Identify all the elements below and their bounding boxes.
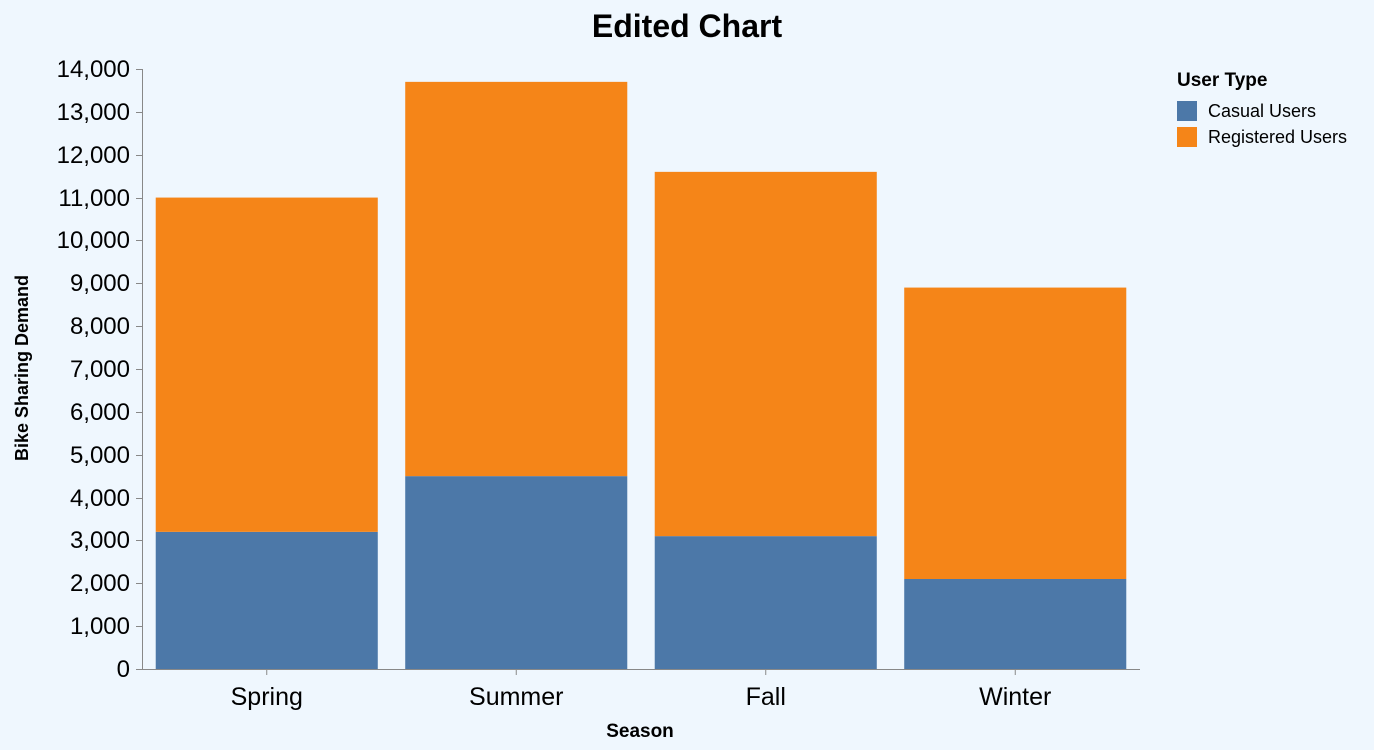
- y-tick-label: 9,000: [70, 270, 130, 297]
- bar-casual-users-summer: [405, 476, 628, 669]
- x-tick-label: Summer: [469, 683, 563, 711]
- y-tick-label: 1,000: [70, 613, 130, 640]
- y-tick-label: 0: [117, 656, 130, 683]
- legend: User Type Casual Users Registered Users: [1177, 70, 1347, 147]
- y-tick-label: 11,000: [58, 185, 130, 212]
- y-tick-label: 5,000: [70, 442, 130, 469]
- legend-label: Registered Users: [1208, 127, 1347, 147]
- y-tick-label: 4,000: [70, 485, 130, 512]
- x-tick-label: Fall: [746, 683, 786, 711]
- bar-casual-users-winter: [904, 579, 1127, 669]
- bar-registered-users-winter: [904, 287, 1127, 579]
- legend-label: Casual Users: [1208, 101, 1316, 121]
- bar-registered-users-spring: [155, 197, 378, 532]
- x-tick-label: Winter: [979, 683, 1051, 711]
- bar-registered-users-fall: [654, 171, 877, 537]
- y-tick-label: 3,000: [70, 527, 130, 554]
- y-axis-title: Bike Sharing Demand: [12, 275, 32, 461]
- legend-swatch: [1177, 127, 1197, 147]
- y-tick-label: 7,000: [70, 356, 130, 383]
- y-axis: 0 1,000 2,000 3,000 4,000 5,000 6,000 7,000 8,00…: [57, 56, 143, 683]
- y-tick-label: 8,000: [70, 313, 130, 340]
- x-axis-title: Season: [606, 721, 674, 742]
- bar-casual-users-fall: [654, 536, 877, 669]
- y-tick-label: 13,000: [57, 99, 130, 126]
- bar-casual-users-spring: [155, 531, 378, 669]
- y-tick-label: 14,000: [57, 56, 130, 83]
- y-tick-label: 2,000: [70, 570, 130, 597]
- bar-group: [155, 81, 1127, 669]
- y-tick-label: 12,000: [57, 142, 130, 169]
- x-axis: Spring Summer Fall Winter: [142, 669, 1140, 711]
- legend-swatch: [1177, 101, 1197, 121]
- x-tick-label: Spring: [231, 683, 303, 711]
- chart-title: Edited Chart: [592, 8, 783, 44]
- bar-registered-users-summer: [405, 81, 628, 477]
- y-tick-label: 10,000: [57, 227, 130, 254]
- y-tick-label: 6,000: [70, 399, 130, 426]
- legend-title: User Type: [1177, 70, 1267, 91]
